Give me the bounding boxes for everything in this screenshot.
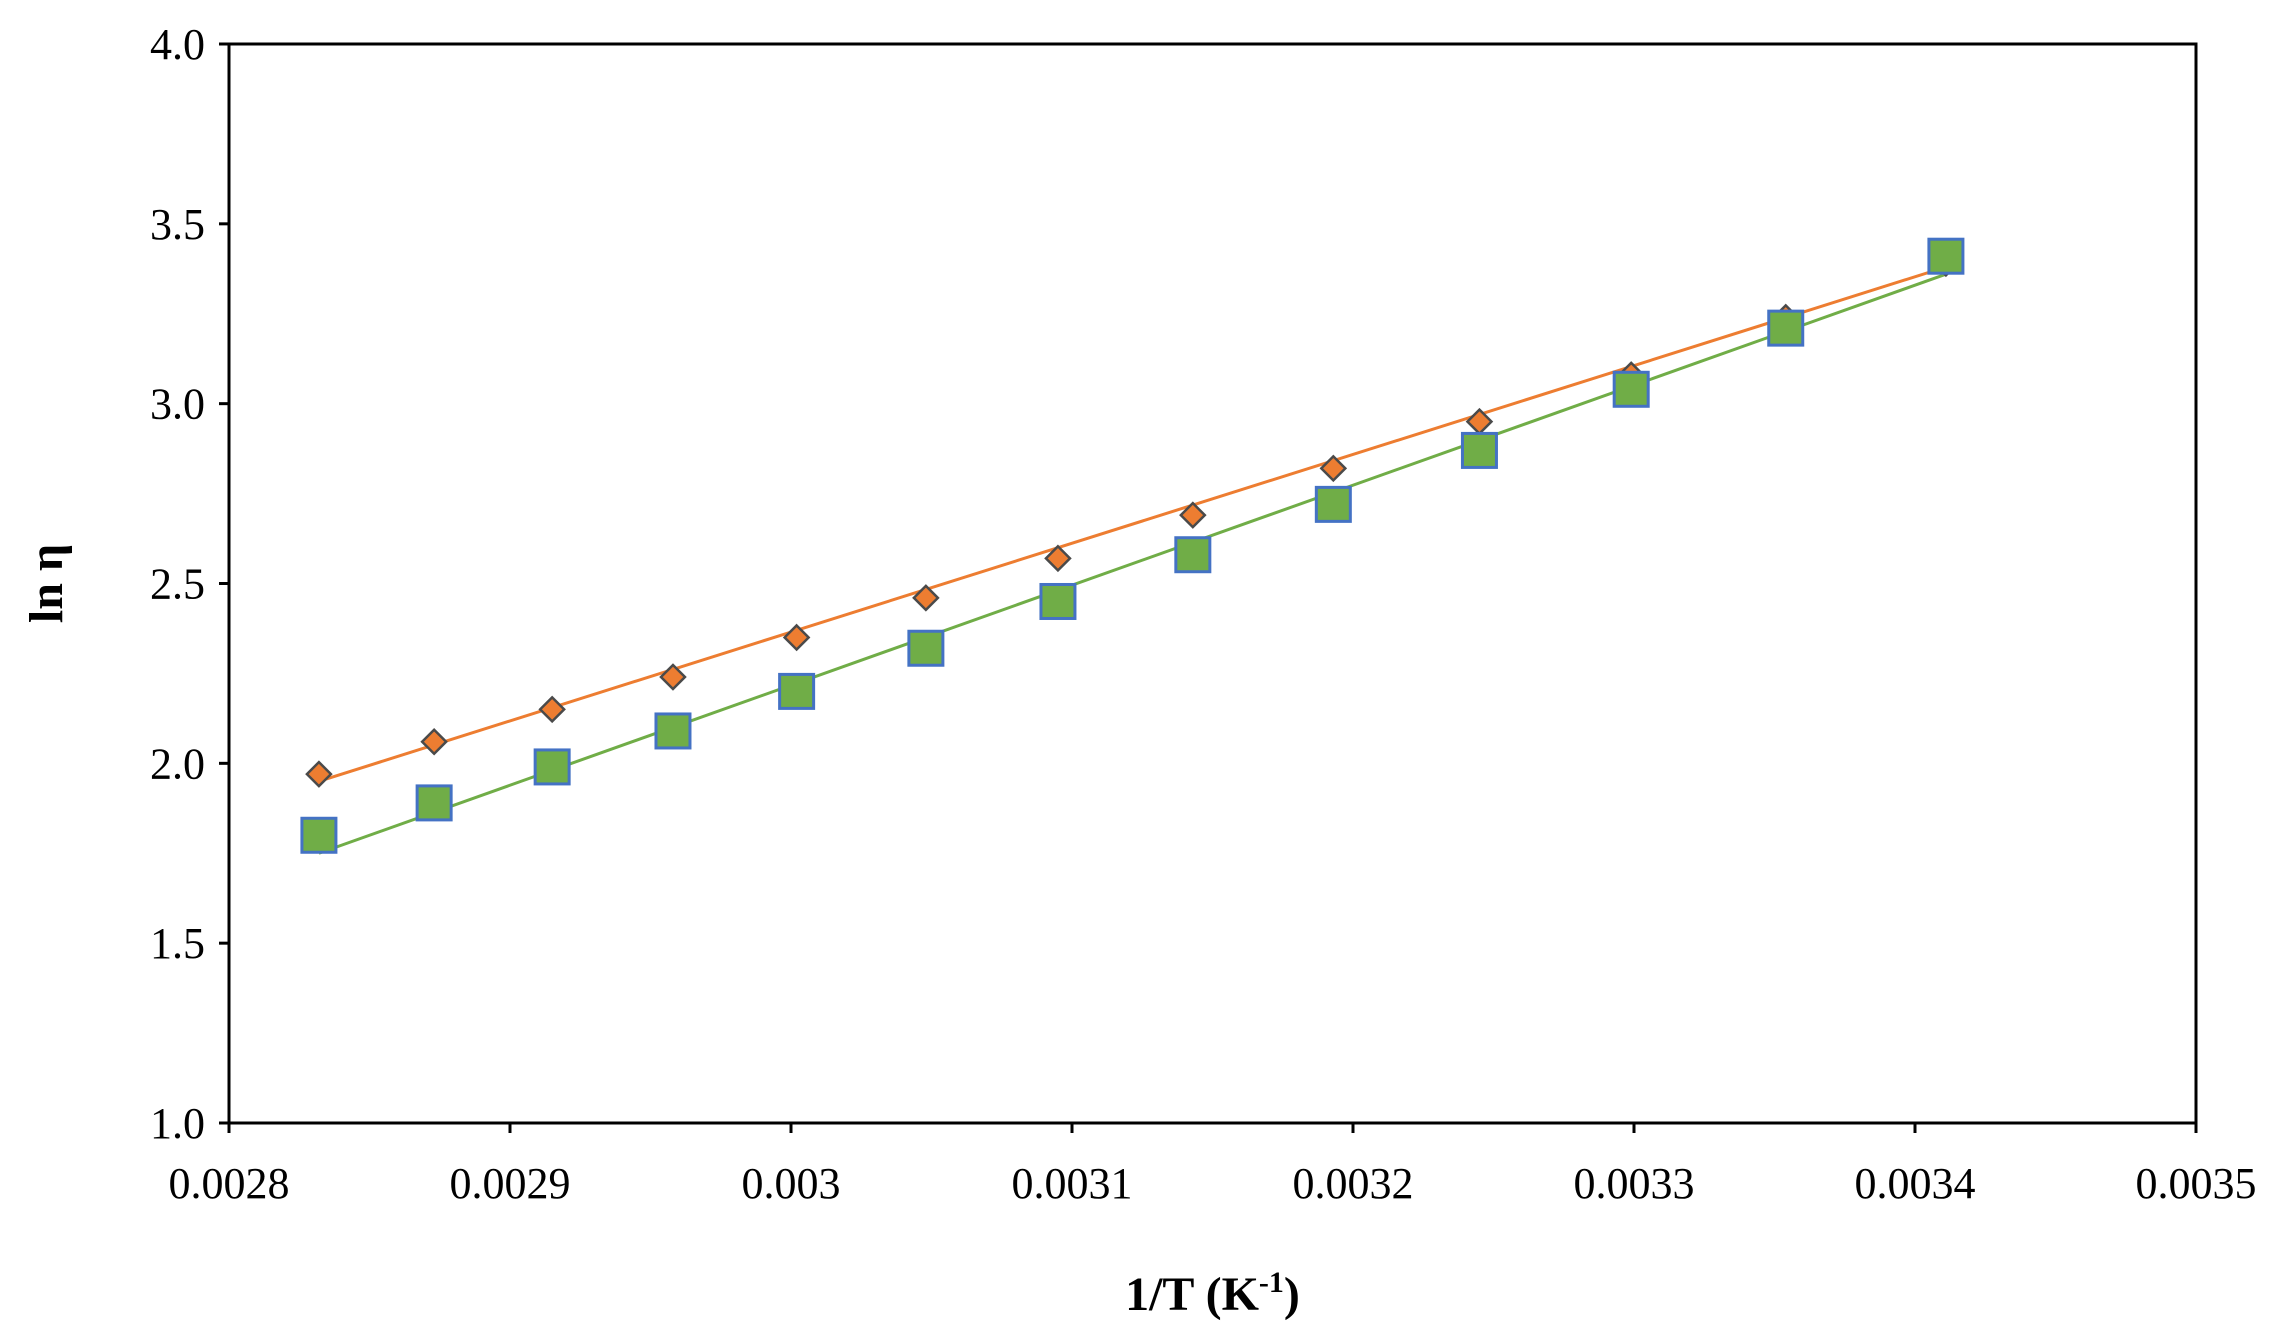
x-tick-label-6: 0.0034 <box>1855 1159 1976 1208</box>
series-2-point-6 <box>1039 582 1077 620</box>
series-2-point-2 <box>533 748 571 786</box>
fit-lines <box>318 265 1947 855</box>
y-tick-label-1: 1.5 <box>150 919 205 968</box>
series-1-point-5 <box>912 584 940 612</box>
y-tick-label-4: 3.0 <box>150 380 205 429</box>
y-tick-label-0: 1.0 <box>150 1099 205 1148</box>
series-1-point-2 <box>538 695 566 724</box>
x-tick-label-4: 0.0032 <box>1293 1159 1414 1208</box>
plot-area-frame <box>227 42 2198 1125</box>
series-2-point-5 <box>907 629 945 667</box>
x-axis-title-main: 1/T (K <box>1125 1268 1259 1321</box>
series-2-point-8 <box>1314 485 1352 523</box>
y-tick-label-2: 2.0 <box>150 739 205 788</box>
series-1-point-4 <box>782 623 811 652</box>
series-2-point-4 <box>778 672 816 710</box>
series-2-point-12 <box>1927 237 1965 275</box>
y-axis-ticks: 1.0 1.5 2.0 2.5 3.0 3.5 4.0 <box>150 20 229 1148</box>
y-tick-label-3: 2.5 <box>150 560 205 609</box>
data-markers <box>300 237 1965 854</box>
y-tick-label-6: 4.0 <box>150 20 205 69</box>
y-axis-title: ln η <box>20 544 73 623</box>
series-1-point-3 <box>659 663 687 691</box>
series-1-point-8 <box>1319 454 1348 483</box>
series-2-point-3 <box>654 712 692 750</box>
x-tick-label-3: 0.0031 <box>1012 1159 1133 1208</box>
series-1-point-1 <box>420 727 448 756</box>
series-2-point-10 <box>1612 370 1650 408</box>
x-tick-label-2: 0.003 <box>742 1159 841 1208</box>
series-1-point-6 <box>1044 544 1072 573</box>
series-2-point-9 <box>1460 431 1498 469</box>
series-2-point-11 <box>1767 309 1805 347</box>
x-tick-label-1: 0.0029 <box>450 1159 571 1208</box>
series-1-point-7 <box>1179 501 1207 529</box>
series-2-trendline <box>318 272 1947 855</box>
x-tick-label-0: 0.0028 <box>169 1159 290 1208</box>
series-2-point-0 <box>300 816 338 854</box>
series-1-trendline <box>318 265 1947 783</box>
y-tick-label-5: 3.5 <box>150 200 205 249</box>
x-tick-label-7: 0.0035 <box>2136 1159 2257 1208</box>
x-axis-title: 1/T (K-1) <box>1125 1266 1300 1321</box>
series-1-point-0 <box>305 760 333 788</box>
x-axis-title-suffix: ) <box>1284 1268 1300 1321</box>
series-2-point-1 <box>415 784 453 822</box>
x-tick-label-5: 0.0033 <box>1574 1159 1695 1208</box>
x-axis-ticks: 0.0028 0.0029 0.003 0.0031 0.0032 0.0033 0.003… <box>169 1123 2257 1208</box>
series-2-point-7 <box>1174 536 1212 574</box>
x-axis-title-superscript: -1 <box>1259 1266 1284 1299</box>
